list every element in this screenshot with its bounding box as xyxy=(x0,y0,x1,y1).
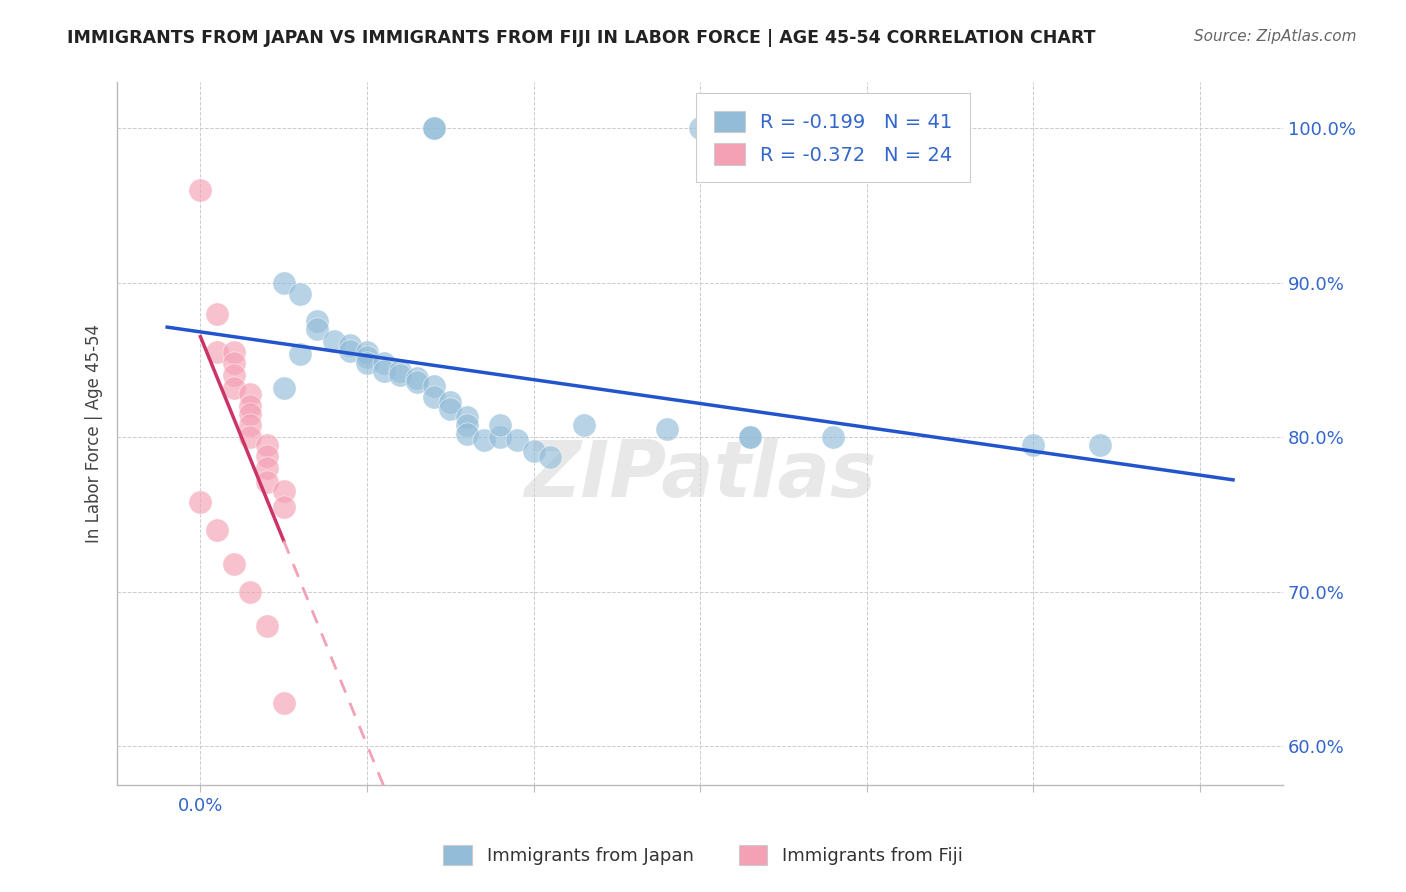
Point xyxy=(290,286,312,301)
Point xyxy=(356,356,378,370)
Point xyxy=(422,121,444,136)
Point xyxy=(356,345,378,359)
Point xyxy=(373,364,395,378)
Point xyxy=(472,434,495,448)
Point xyxy=(190,183,212,197)
Point xyxy=(256,438,278,452)
Point xyxy=(256,475,278,489)
Point xyxy=(205,523,228,537)
Legend: R = -0.199   N = 41, R = -0.372   N = 24: R = -0.199 N = 41, R = -0.372 N = 24 xyxy=(696,93,970,182)
Point xyxy=(273,500,295,514)
Point xyxy=(406,371,429,385)
Text: Source: ZipAtlas.com: Source: ZipAtlas.com xyxy=(1194,29,1357,44)
Point xyxy=(489,417,512,432)
Point xyxy=(322,334,344,349)
Point xyxy=(305,314,328,328)
Point xyxy=(506,434,529,448)
Point xyxy=(273,696,295,710)
Point xyxy=(439,394,461,409)
Point xyxy=(222,356,245,370)
Point xyxy=(256,461,278,475)
Point xyxy=(273,276,295,290)
Point xyxy=(572,417,595,432)
Point xyxy=(655,422,678,436)
Y-axis label: In Labor Force | Age 45-54: In Labor Force | Age 45-54 xyxy=(86,324,103,543)
Point xyxy=(256,449,278,463)
Point xyxy=(406,375,429,389)
Point xyxy=(389,364,412,378)
Text: IMMIGRANTS FROM JAPAN VS IMMIGRANTS FROM FIJI IN LABOR FORCE | AGE 45-54 CORRELA: IMMIGRANTS FROM JAPAN VS IMMIGRANTS FROM… xyxy=(67,29,1097,46)
Point xyxy=(456,417,478,432)
Point xyxy=(422,390,444,404)
Point xyxy=(1088,438,1111,452)
Point xyxy=(439,402,461,417)
Point xyxy=(239,417,262,432)
Point xyxy=(273,484,295,499)
Point xyxy=(689,121,711,136)
Legend: Immigrants from Japan, Immigrants from Fiji: Immigrants from Japan, Immigrants from F… xyxy=(436,838,970,872)
Point xyxy=(489,430,512,444)
Point xyxy=(222,557,245,571)
Point xyxy=(738,430,761,444)
Point xyxy=(373,356,395,370)
Point xyxy=(305,322,328,336)
Point xyxy=(239,430,262,444)
Text: ZIPatlas: ZIPatlas xyxy=(524,437,876,514)
Point xyxy=(222,381,245,395)
Point xyxy=(422,379,444,393)
Point xyxy=(205,307,228,321)
Point xyxy=(239,399,262,413)
Point xyxy=(1022,438,1045,452)
Point xyxy=(290,347,312,361)
Point xyxy=(239,407,262,421)
Point xyxy=(389,368,412,383)
Point xyxy=(339,337,361,351)
Point xyxy=(273,381,295,395)
Point xyxy=(239,584,262,599)
Point xyxy=(205,345,228,359)
Point xyxy=(823,430,845,444)
Point xyxy=(239,387,262,401)
Point xyxy=(456,427,478,442)
Point xyxy=(422,121,444,136)
Point xyxy=(222,368,245,383)
Point xyxy=(456,410,478,425)
Point xyxy=(356,350,378,364)
Point xyxy=(222,345,245,359)
Point xyxy=(522,444,544,458)
Point xyxy=(190,495,212,509)
Point xyxy=(256,618,278,632)
Point xyxy=(538,450,561,465)
Point xyxy=(738,430,761,444)
Point xyxy=(339,343,361,358)
